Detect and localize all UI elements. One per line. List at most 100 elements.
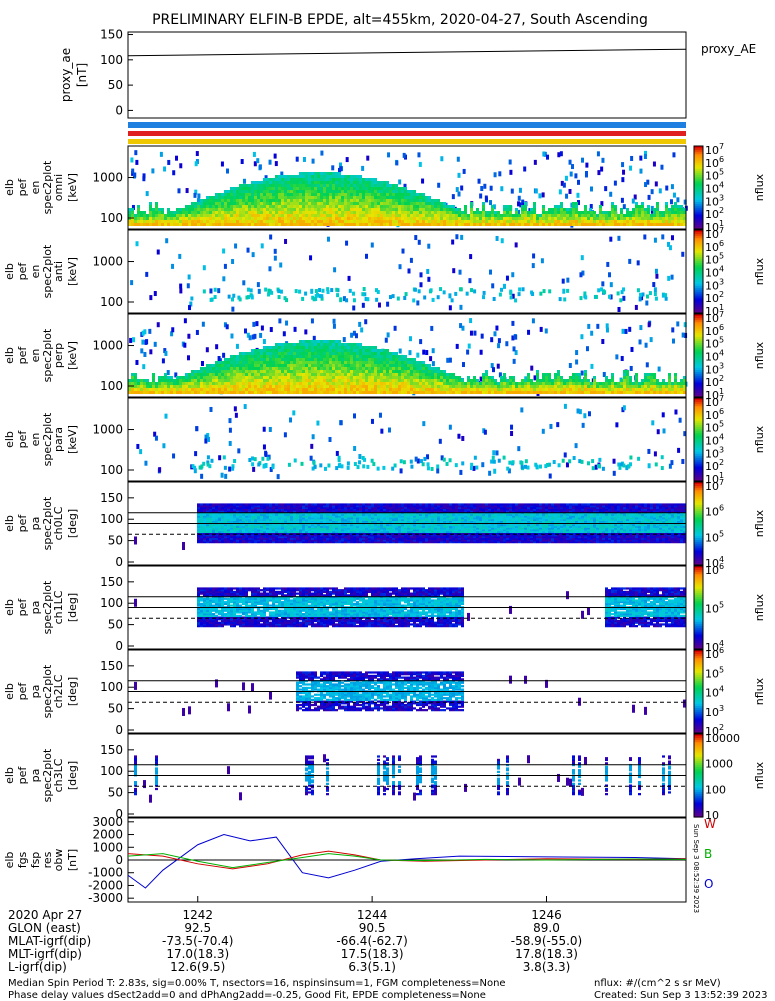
data-pixel bbox=[598, 458, 601, 462]
data-pixel bbox=[605, 223, 608, 226]
data-pixel bbox=[503, 220, 506, 223]
data-pixel bbox=[551, 211, 554, 214]
data-pixel bbox=[146, 214, 149, 217]
data-pixel bbox=[386, 376, 389, 379]
data-pixel bbox=[479, 217, 482, 220]
data-pixel bbox=[301, 297, 304, 301]
data-pixel bbox=[347, 373, 350, 376]
data-pixel bbox=[242, 208, 245, 211]
data-pixel bbox=[392, 294, 395, 298]
data-pixel bbox=[533, 220, 536, 223]
data-pixel bbox=[200, 205, 203, 208]
data-pixel bbox=[452, 211, 455, 214]
data-pixel bbox=[191, 379, 194, 382]
data-pixel bbox=[386, 184, 389, 187]
data-pixel bbox=[154, 291, 157, 296]
data-pixel bbox=[272, 220, 275, 223]
data-pixel bbox=[494, 385, 497, 388]
data-pixel bbox=[155, 436, 158, 441]
data-pixel bbox=[215, 364, 218, 367]
data-pixel bbox=[542, 192, 545, 197]
data-pixel bbox=[215, 199, 218, 202]
data-pixel bbox=[650, 373, 653, 376]
data-pixel bbox=[536, 382, 539, 385]
data-pixel bbox=[437, 217, 440, 220]
data-pixel bbox=[419, 385, 422, 388]
data-pixel bbox=[425, 202, 428, 205]
data-pixel bbox=[275, 178, 278, 181]
data-pixel bbox=[527, 214, 530, 217]
data-pixel bbox=[194, 385, 197, 388]
data-pixel bbox=[161, 388, 164, 391]
data-pixel bbox=[646, 295, 649, 299]
data-pixel bbox=[239, 202, 242, 205]
data-pixel bbox=[320, 379, 323, 382]
data-pixel bbox=[464, 208, 467, 211]
data-pixel bbox=[248, 205, 251, 208]
data-pixel bbox=[506, 220, 509, 223]
data-pixel bbox=[572, 211, 575, 214]
data-pixel bbox=[497, 223, 500, 226]
data-pixel bbox=[467, 388, 470, 391]
data-pixel bbox=[136, 241, 139, 246]
data-pixel bbox=[272, 211, 275, 214]
data-pixel bbox=[482, 379, 485, 382]
data-pixel bbox=[593, 223, 596, 226]
data-pixel bbox=[231, 467, 234, 471]
data-pixel bbox=[548, 289, 551, 293]
data-pixel bbox=[401, 361, 404, 364]
data-pixel bbox=[386, 388, 389, 391]
data-pixel bbox=[309, 255, 312, 260]
data-pixel bbox=[353, 190, 356, 193]
data-pixel bbox=[143, 214, 146, 217]
data-pixel bbox=[394, 463, 397, 467]
data-pixel bbox=[386, 364, 389, 367]
data-pixel bbox=[320, 346, 323, 349]
data-pixel bbox=[281, 175, 284, 178]
data-pixel bbox=[284, 181, 287, 184]
data-pixel bbox=[317, 205, 320, 208]
data-pixel bbox=[293, 220, 296, 223]
data-pixel bbox=[368, 214, 371, 217]
data-pixel bbox=[572, 214, 575, 217]
data-pixel bbox=[392, 382, 395, 385]
data-pixel bbox=[338, 175, 341, 178]
data-pixel bbox=[680, 385, 683, 388]
data-pixel bbox=[488, 382, 491, 385]
data-pixel bbox=[383, 373, 386, 376]
data-pixel bbox=[140, 211, 143, 214]
data-pixel bbox=[461, 382, 464, 385]
data-pixel bbox=[350, 199, 353, 202]
data-pixel bbox=[344, 364, 347, 367]
data-pixel bbox=[668, 382, 671, 385]
data-pixel bbox=[260, 196, 263, 199]
data-pixel bbox=[260, 181, 263, 184]
data-pixel bbox=[422, 361, 425, 364]
data-pixel bbox=[284, 217, 287, 220]
data-pixel bbox=[416, 217, 419, 220]
data-pixel bbox=[566, 382, 569, 385]
data-pixel bbox=[377, 187, 380, 190]
data-pixel bbox=[218, 455, 221, 460]
data-pixel bbox=[362, 181, 365, 184]
data-pixel bbox=[233, 199, 236, 202]
data-pixel bbox=[303, 157, 306, 162]
data-pixel bbox=[512, 460, 515, 464]
data-pixel bbox=[293, 376, 296, 379]
data-pixel bbox=[601, 281, 604, 286]
data-pixel bbox=[326, 376, 329, 379]
data-pixel bbox=[395, 220, 398, 223]
data-pixel bbox=[149, 214, 152, 217]
data-pixel bbox=[377, 361, 380, 364]
data-pixel bbox=[500, 391, 503, 394]
data-pixel bbox=[578, 220, 581, 223]
data-pixel bbox=[236, 364, 239, 367]
data-pixel bbox=[249, 335, 252, 340]
data-pixel bbox=[281, 178, 284, 181]
data-pixel bbox=[647, 391, 650, 394]
data-pixel bbox=[609, 192, 612, 197]
data-pixel bbox=[191, 373, 194, 376]
data-pixel bbox=[464, 382, 467, 385]
data-pixel bbox=[398, 217, 401, 220]
data-pixel bbox=[338, 358, 341, 361]
